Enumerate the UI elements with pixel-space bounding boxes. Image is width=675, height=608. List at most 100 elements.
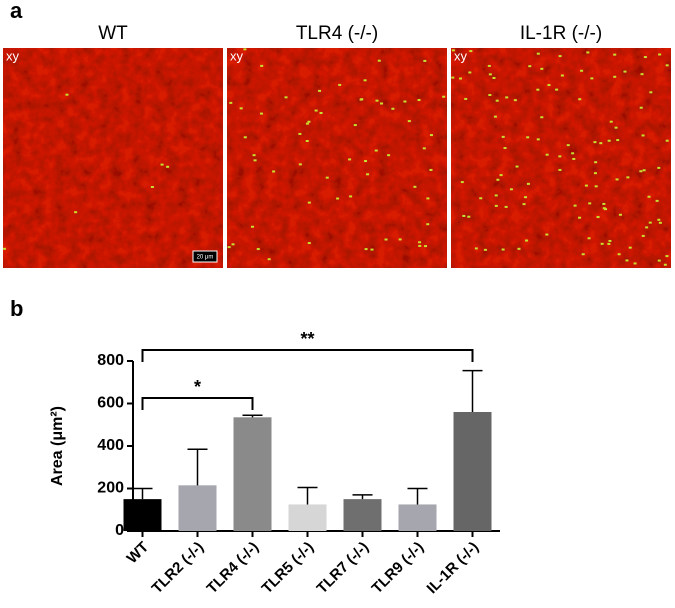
bacteria-spot [231, 243, 235, 246]
bacteria-spot [613, 75, 617, 78]
bacteria-spot [600, 242, 604, 245]
bacteria-spot [474, 247, 478, 250]
bacteria-spot [407, 120, 411, 123]
bacteria-spot [505, 96, 509, 99]
y-tick-label: 400 [97, 437, 124, 454]
bacteria-spot [460, 181, 464, 184]
bacteria-spot [657, 166, 661, 169]
bacteria-spot [647, 195, 651, 198]
bacteria-spot [398, 238, 402, 241]
bacteria-spot [426, 223, 430, 226]
x-tick-label: TLR4 (-/-) [204, 539, 263, 598]
bar [453, 412, 492, 531]
bacteria-spot [348, 158, 352, 161]
bacteria-spot [526, 182, 530, 185]
bacteria-spot [648, 221, 652, 224]
bacteria-spot [573, 204, 577, 207]
micrograph [451, 48, 671, 268]
bacteria-spot [590, 77, 594, 80]
bacteria-spot [349, 195, 353, 198]
bacteria-spot [639, 170, 643, 173]
bacteria-spot [623, 70, 627, 73]
bacteria-spot [353, 124, 357, 127]
bacteria-spot [628, 246, 632, 249]
bacteria-spot [617, 253, 621, 256]
bar [178, 485, 217, 531]
bacteria-spot [469, 50, 473, 53]
bacteria-spot [649, 91, 653, 94]
bacteria-spot [391, 107, 395, 110]
bacteria-spot [243, 136, 247, 139]
significance-bracket [141, 397, 254, 410]
error-bar [242, 414, 263, 418]
bacteria-spot [594, 161, 598, 164]
image-tag: xy [230, 48, 244, 63]
bacteria-spot [607, 242, 611, 245]
bacteria-spot [442, 95, 446, 98]
bacteria-spot [642, 169, 646, 172]
bacteria-spot [267, 258, 271, 261]
bacteria-spot [640, 73, 644, 76]
x-tick-label: TLR5 (-/-) [259, 539, 318, 598]
bacteria-spot [665, 64, 669, 67]
bacteria-spot [451, 49, 455, 52]
micrograph [3, 48, 223, 268]
y-tick-label: 800 [97, 352, 124, 369]
scale-bar-label: 20 μm [197, 255, 214, 261]
panel-label: b [10, 296, 23, 321]
image-title: WT [98, 23, 128, 44]
bacteria-spot [536, 88, 540, 91]
bacteria-spot [366, 173, 370, 176]
bacteria-spot [229, 101, 233, 104]
bacteria-spot [517, 247, 521, 250]
bar [123, 499, 162, 531]
bacteria-spot [596, 216, 600, 219]
bacteria-spot [504, 205, 508, 208]
bacteria-spot [307, 120, 311, 123]
bacteria-spot [305, 122, 309, 125]
bacteria-spot [593, 141, 597, 144]
bacteria-spot [584, 184, 588, 187]
bacteria-spot [65, 93, 69, 96]
bacteria-spot [657, 259, 661, 262]
bacteria-spot [494, 204, 498, 207]
image-tag: xy [454, 48, 468, 63]
bacteria-spot [423, 245, 427, 248]
bacteria-spot [615, 178, 619, 181]
bacteria-spot [571, 152, 575, 155]
bacteria-spot [509, 188, 513, 191]
bacteria-spot [594, 185, 598, 188]
error-bar [132, 487, 153, 500]
x-tick-label: WT [124, 539, 153, 568]
bacteria-spot [657, 218, 661, 221]
bacteria-spot [515, 165, 519, 168]
bacteria-spot [379, 102, 383, 105]
bacteria-spot [578, 216, 582, 219]
bacteria-spot [593, 172, 597, 175]
bar [343, 499, 382, 531]
bacteria-spot [252, 154, 256, 157]
bacteria-spot [526, 136, 530, 139]
bacteria-spot [423, 59, 427, 62]
bacteria-spot [658, 221, 662, 224]
bacteria-spot [150, 185, 154, 188]
bacteria-spot [307, 201, 311, 204]
bacteria-spot [418, 241, 422, 244]
bacteria-spot [608, 239, 612, 242]
bacteria-spot [545, 153, 549, 156]
bacteria-spot [547, 84, 551, 87]
bacteria-spot [422, 147, 426, 150]
bacteria-spot [256, 248, 260, 251]
scale-bar-box [192, 250, 218, 263]
bacteria-spot [618, 213, 622, 216]
bacteria-spot [429, 134, 433, 137]
bar [398, 504, 437, 531]
y-tick-label: 600 [97, 395, 124, 412]
bacteria-spot [599, 142, 603, 145]
bacteria-spot [364, 160, 368, 163]
bacteria-spot [364, 248, 368, 251]
bacteria-spot [298, 132, 302, 135]
error-bar [407, 487, 428, 505]
bacteria-spot [314, 109, 318, 112]
